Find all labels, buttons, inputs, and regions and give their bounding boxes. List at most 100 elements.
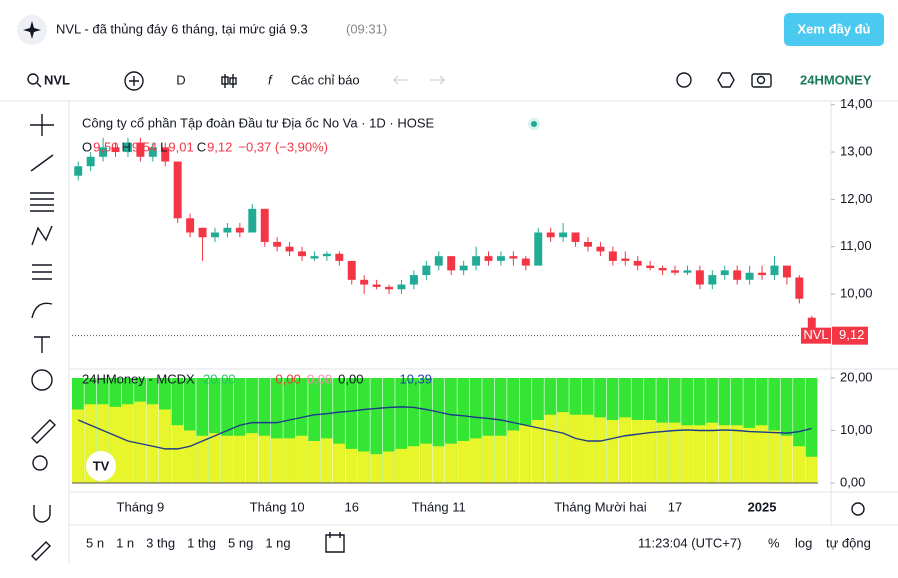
candle-body (633, 260, 642, 266)
candle-body (534, 232, 543, 266)
camera-icon[interactable] (751, 73, 772, 88)
ruler-tool[interactable] (31, 419, 56, 444)
chart-type-icon[interactable] (224, 74, 234, 88)
indicator-value: 0,00 (307, 371, 332, 386)
mcdx-bar (780, 435, 793, 483)
candle-body (646, 265, 655, 268)
candle-body (173, 161, 182, 219)
interval-button[interactable]: D (176, 72, 185, 87)
mcdx-bar (544, 414, 557, 483)
mcdx-bar (469, 378, 482, 483)
mcdx-bar (370, 378, 383, 483)
y-tick-label: 10,00 (840, 422, 873, 437)
mcdx-bar (631, 420, 644, 483)
symbol-button[interactable]: NVL (44, 72, 70, 87)
crosshair-tool[interactable] (30, 114, 54, 136)
mcdx-bar (357, 451, 370, 483)
range-button[interactable]: 5 ng (228, 535, 253, 550)
candle-body (148, 147, 157, 157)
alert-title: NVL - đã thủng đáy 6 tháng, tại mức giá … (56, 21, 308, 36)
view-full-label[interactable]: Xem đầy đủ (798, 21, 871, 36)
axis-settings-icon[interactable] (851, 502, 865, 516)
undo-icon[interactable] (393, 75, 408, 85)
candle-body (335, 253, 344, 261)
chart-type-icon[interactable] (221, 76, 229, 85)
fx-icon[interactable]: f (268, 72, 273, 87)
mcdx-bar (233, 378, 246, 483)
alert-icon[interactable] (676, 72, 692, 88)
camera-icon[interactable] (756, 75, 766, 85)
candle-body (161, 147, 170, 162)
candle-body (322, 253, 331, 257)
candle-body (571, 232, 580, 242)
range-button[interactable]: 1 ng (265, 535, 290, 550)
magnet-tool[interactable] (33, 505, 51, 523)
tv-logo: TV (93, 458, 110, 473)
candle-body (447, 256, 456, 271)
lock-tool[interactable] (31, 541, 51, 561)
mcdx-bar (432, 378, 445, 483)
candle-body (99, 147, 108, 157)
candle-body (434, 256, 443, 266)
compare-icon[interactable] (124, 71, 144, 91)
ohlc-key: L (160, 139, 167, 154)
candle-body (782, 265, 791, 278)
chart-type-icon[interactable] (229, 77, 237, 85)
trendline-tool[interactable] (30, 154, 54, 172)
fib-tool[interactable] (30, 192, 54, 212)
mcdx-bar (693, 425, 706, 483)
candle-body (695, 270, 704, 285)
candle-body (758, 272, 767, 276)
prediction-tool[interactable] (32, 264, 52, 280)
candle-body (397, 284, 406, 290)
mcdx-bar (96, 404, 109, 483)
range-button[interactable]: 1 n (116, 535, 134, 550)
log-toggle[interactable]: log (795, 535, 812, 550)
range-button[interactable]: 1 thg (187, 535, 216, 550)
redo-icon[interactable] (430, 75, 445, 85)
compare-icon[interactable] (129, 76, 139, 86)
last-price-label: 9,12 (839, 327, 864, 342)
percent-toggle[interactable]: % (768, 535, 780, 550)
candle-body (123, 142, 132, 153)
indicators-button[interactable]: Các chỉ báo (291, 72, 360, 87)
mcdx-bar (494, 435, 507, 483)
mcdx-bar (134, 401, 146, 483)
change-value: −0,37 (−3,90%) (238, 139, 328, 154)
mcdx-bar (606, 420, 619, 483)
candle-body (422, 265, 431, 276)
symbol-tag (801, 327, 831, 344)
ohlc-value: 9,54 (132, 139, 157, 154)
mcdx-bar (246, 378, 258, 483)
zoom-tool[interactable] (32, 455, 48, 471)
mcdx-bar (395, 378, 408, 483)
candle-body (658, 267, 667, 271)
search-icon[interactable] (27, 73, 39, 85)
view-full-button[interactable] (784, 13, 884, 46)
mcdx-bar (407, 446, 420, 483)
date-range-icon[interactable] (325, 532, 345, 553)
pattern-tool[interactable] (31, 225, 53, 246)
range-button[interactable]: 3 thg (146, 535, 175, 550)
mcdx-bar (308, 378, 321, 483)
mcdx-bar (208, 433, 221, 483)
mcdx-bar (333, 378, 345, 483)
ohlc-value: 9,50 (93, 139, 118, 154)
y-tick-label: 11,00 (840, 238, 872, 253)
brush-tool[interactable] (31, 302, 53, 319)
indicator-value: 10,39 (399, 371, 432, 386)
text-tool[interactable] (34, 336, 50, 353)
candle-body (459, 265, 468, 271)
candle-body (807, 317, 816, 336)
search-icon[interactable] (36, 82, 42, 88)
mcdx-bar (345, 378, 358, 483)
mcdx-bar (72, 409, 84, 483)
emoji-tool[interactable] (31, 369, 53, 391)
candle-body (186, 218, 195, 233)
range-button[interactable]: 5 n (86, 535, 104, 550)
settings-icon[interactable] (717, 72, 735, 88)
ohlc-key: O (82, 139, 92, 154)
auto-toggle[interactable]: tự động (826, 535, 871, 550)
candle-body (136, 142, 145, 157)
symbol-tag-label: NVL (803, 327, 828, 342)
